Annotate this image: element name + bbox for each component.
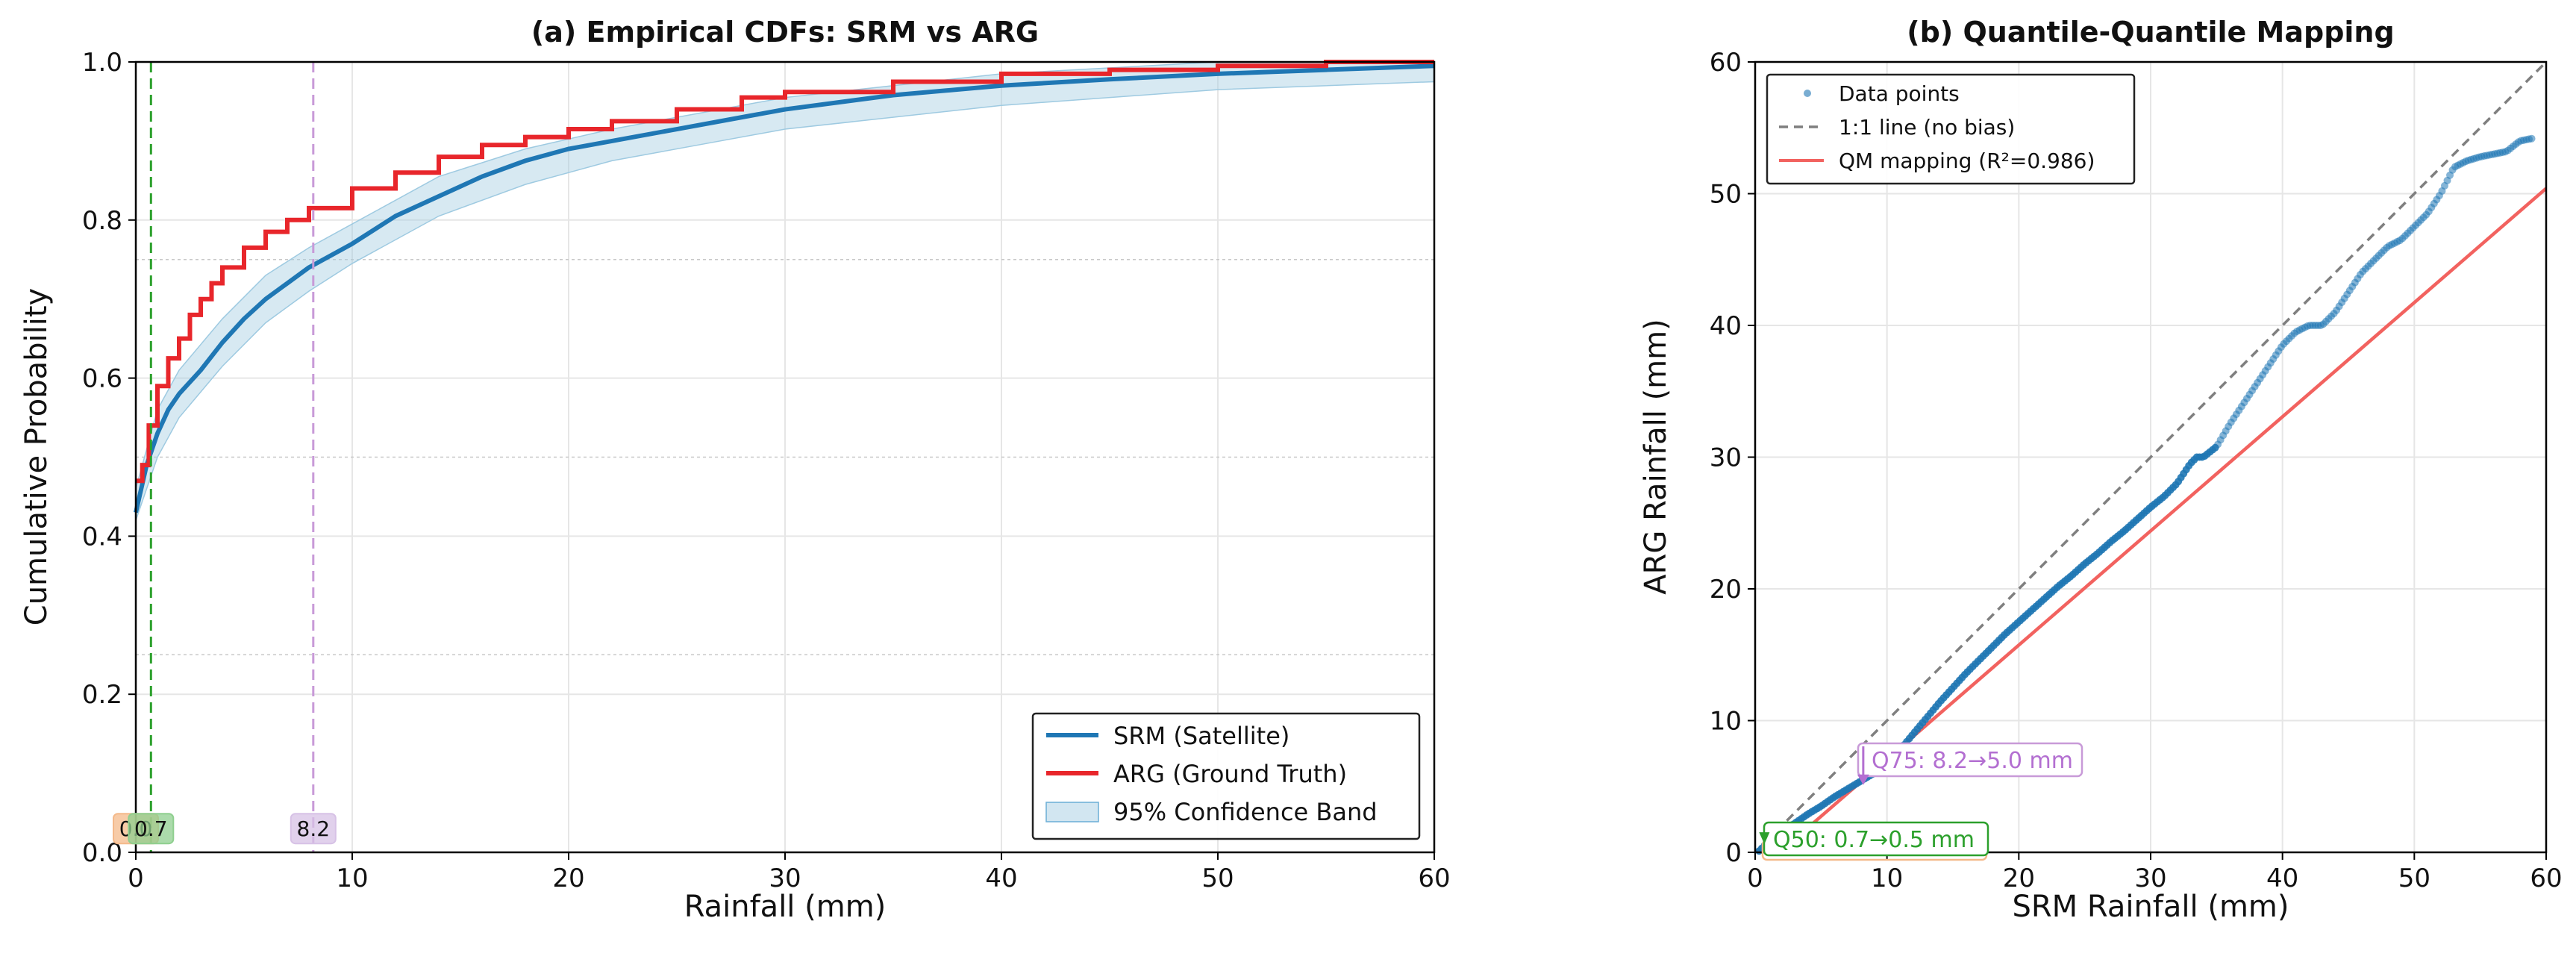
cdf-panel: (a) Empirical CDFs: SRM vs ARG 0 10 20 30 40… [19,16,1451,924]
arg-cdf-step-line [136,60,1434,484]
identity-line [1755,62,2546,852]
y-tick-label: 50 [1710,180,1742,210]
x-tick-label: 50 [1201,864,1234,893]
y-tick-label: 20 [1710,575,1742,605]
y-axis-label: ARG Rainfall (mm) [1639,319,1673,594]
ref-label-0.7: 0.7 [134,817,168,841]
x-tick-label: 30 [769,864,801,893]
y-axis-ticks: 0.00.20.40.60.81.0 [82,48,136,868]
legend-swatch-points [1804,90,1811,97]
x-tick-label: 40 [2266,864,2298,893]
y-tick-label: 0.4 [82,522,122,552]
legend: Data points 1:1 line (no bias) QM mappin… [1766,73,2136,185]
legend-label-points: Data points [1839,81,1960,106]
x-tick-label: 40 [985,864,1017,893]
y-axis-ticks: 0 10 20 30 40 50 60 [1710,48,1755,868]
q75-annotation-text: Q75: 8.2→5.0 mm [1872,748,2073,774]
y-tick-label: 10 [1710,707,1742,737]
q75-annotation-box [1857,742,2083,778]
legend-label-identity: 1:1 line (no bias) [1839,115,2015,140]
y-tick-label: 1.0 [82,48,122,78]
x-axis-label: Rainfall (mm) [684,890,887,924]
x-tick-label: 10 [1871,864,1903,893]
chart-title: (b) Quantile-Quantile Mapping [1907,16,2394,49]
legend-swatch-band [1045,802,1099,822]
y-tick-label: 0 [1725,838,1742,868]
y-tick-label: 0.6 [82,364,122,394]
reference-vertical-lines [149,62,315,852]
ref-label-8.2: 8.2 [297,817,331,841]
y-tick-label: 0.2 [82,680,122,710]
legend-frame [1031,712,1421,840]
ref-label-8.2-box [290,813,337,845]
chart-title: (a) Empirical CDFs: SRM vs ARG [531,16,1039,49]
x-tick-label: 60 [2530,864,2562,893]
x-tick-label: 30 [2134,864,2166,893]
q75-arrowhead [1857,774,1869,785]
series-lines [134,60,1435,513]
y-tick-label: 40 [1710,311,1742,341]
legend-label-srm: SRM (Satellite) [1113,722,1289,750]
x-axis-label: SRM Rainfall (mm) [2013,890,2289,924]
reference-line-labels: 0.00.78.2 [113,813,337,845]
x-tick-label: 50 [2398,864,2430,893]
x-axis-ticks: 0 10 20 30 40 50 60 [128,852,1451,893]
x-tick-label: 60 [1418,864,1450,893]
ref-label-0.7-box [128,813,175,845]
quantile-annotations: Q75: 8.2→5.0 mm Q50: 0.7→0.5 mm [1759,742,2083,861]
y-tick-label: 0.8 [82,206,122,236]
reference-horizontal-lines [136,259,1434,655]
y-tick-label: 30 [1710,443,1742,473]
legend-label-arg: ARG (Ground Truth) [1113,760,1347,788]
legend: SRM (Satellite) ARG (Ground Truth) 95% C… [1031,712,1421,840]
x-tick-label: 20 [552,864,584,893]
q50-arrowhead [1759,832,1770,845]
y-axis-label: Cumulative Probability [19,288,54,625]
legend-label-qm: QM mapping (R²=0.986) [1839,149,2095,173]
srm-cdf-line [134,63,1435,513]
x-tick-label: 0 [128,864,144,893]
y-tick-label: 60 [1710,48,1742,78]
data-point [2527,134,2536,143]
legend-frame [1766,73,2136,185]
x-tick-label: 0 [1747,864,1763,893]
x-tick-label: 20 [2003,864,2035,893]
x-axis-ticks: 0 10 20 30 40 50 60 [1747,852,2563,893]
x-tick-label: 10 [336,864,368,893]
q50-annotation-text: Q50: 0.7→0.5 mm [1773,827,1975,853]
legend-label-band: 95% Confidence Band [1113,798,1378,826]
qq-panel: (b) Quantile-Quantile Mapping 0 10 20 30 40 5… [1639,16,2563,924]
